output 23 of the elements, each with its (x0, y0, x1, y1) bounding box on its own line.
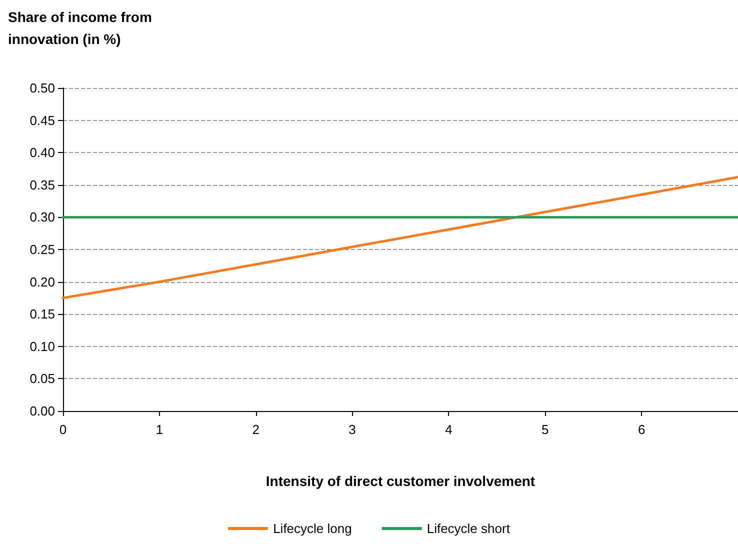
y-tick-label: 0.15 (30, 306, 55, 322)
x-tick-label: 5 (542, 422, 549, 437)
line-series (62, 176, 738, 300)
x-tick-label: 1 (156, 422, 164, 437)
y-tick-label: 0.00 (30, 404, 55, 418)
y-tick-label: 0.35 (30, 177, 55, 192)
y-tick-label: 0.10 (30, 338, 55, 354)
y-tick-label: 0.30 (30, 210, 55, 225)
x-tick-label: 3 (348, 422, 356, 437)
y-axis-title: Share of income from innovation (in %) (8, 9, 152, 47)
y-tick-label: 0.50 (30, 80, 55, 96)
x-tick-label: 4 (445, 422, 452, 437)
y-tick-label: 0.45 (30, 112, 55, 128)
y-tick-label: 0.25 (30, 242, 55, 257)
y-tick-label: 0.20 (30, 274, 55, 290)
x-tick-label: 0 (59, 422, 67, 437)
x-axis-title: Intensity of direct customer involvement (266, 473, 536, 489)
x-tick-label: 2 (252, 422, 260, 437)
y-tick-label: 0.40 (30, 145, 55, 160)
legend-label: Lifecycle long (273, 521, 352, 536)
legend-label: Lifecycle short (426, 521, 510, 536)
y-tick-label: 0.05 (30, 371, 55, 386)
x-tick-label: 6 (638, 422, 646, 437)
